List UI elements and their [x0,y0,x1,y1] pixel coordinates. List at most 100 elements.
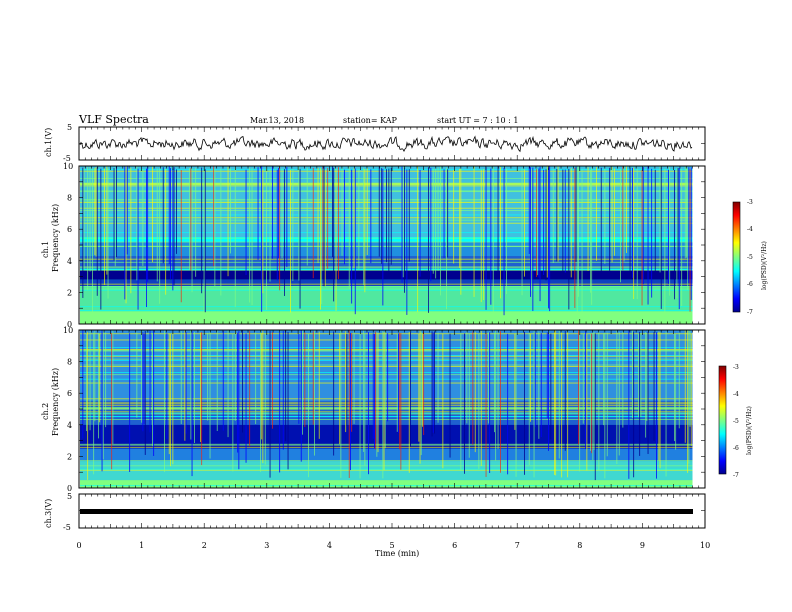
spectrogram-spike [245,333,247,463]
spectrogram-spike [272,166,273,259]
spectrogram-spike [327,168,329,269]
x-tick-label: 10 [700,541,710,550]
start-time-label: start UT = 7 : 10 : 1 [437,116,518,125]
spectrogram-spike [430,167,432,282]
spectrogram-spike [659,166,661,273]
spectrogram-spike [358,169,360,269]
spectrogram-line [80,333,693,335]
spectrogram-spike [142,332,144,432]
y-tick-label: 6 [67,225,72,234]
spectrogram-spike [586,333,588,471]
spectrogram-spike [687,168,689,291]
spectrogram-spike [99,333,101,423]
spectrogram-spike [338,166,339,280]
spectrogram-spike [129,333,131,472]
spectrogram-spike [604,332,606,479]
spectrogram-spike [561,332,563,478]
ch3-waveform-panel: 5 -5 ch.3(V) [44,492,706,532]
spectrogram-spike [100,168,102,310]
spectrogram-spike [383,332,385,471]
x-tick-label: 9 [640,541,645,550]
spectrogram-spike [534,332,536,427]
spectrogram-spike [564,169,566,273]
spectrogram-spike [568,168,570,310]
spectrogram-spike [86,333,87,432]
spectrogram-spike [400,333,402,470]
spectrogram-spike [149,330,151,433]
spectrogram-spike [104,168,105,285]
spectrogram-spike [546,332,548,419]
x-tick-label: 0 [77,541,82,550]
spectrogram-spike [606,332,608,457]
spectrogram-spike [686,167,687,258]
spectrogram-spike [622,331,624,428]
ch1-colorbar-gradient [732,201,741,313]
spectrogram-line [80,354,693,356]
spectrogram-spike [614,168,615,256]
spectrogram-spike [506,168,507,294]
spectrogram-spike [286,166,288,268]
spectrogram-spike [190,330,192,440]
spectrogram-spike [222,330,224,431]
spectrogram-spike [618,332,620,456]
spectrogram-spike [340,330,342,478]
spectrogram-spike [351,169,353,304]
spectrogram-spike [172,332,174,465]
spectrogram-spike [207,332,209,421]
spectrogram-line [80,468,693,470]
spectrogram-spike [552,169,554,264]
spectrogram-spike [156,168,158,282]
spectrogram-spike [322,166,324,271]
spectrogram-spike [173,167,175,286]
spectrogram-spike [410,332,411,447]
spectrogram-spike [269,330,271,478]
spectrogram-spike [144,331,146,455]
spectrogram-spike [227,166,229,277]
spectrogram-spike [386,169,387,263]
spectrogram-spike [642,167,644,285]
ch1-colorbar-label: log(PSD)(V²/Hz) [761,241,768,290]
spectrogram-spike [93,332,95,475]
ch1-ylabel-channel: ch.1 [41,241,50,258]
spectrogram-spike [592,333,594,461]
spectrogram-spike [514,333,516,430]
spectrogram-spike [194,331,195,443]
spectrogram-spike [189,168,191,271]
spectrogram-spike [126,166,128,255]
ch2-ylabel-channel: ch.2 [41,403,50,420]
spectrogram-spike [298,333,300,424]
spectrogram-band [80,461,693,481]
spectrogram-spike [345,331,347,433]
spectrogram-spike [432,332,434,433]
x-tick-label: 3 [264,541,269,550]
spectrogram-spike [524,331,525,475]
y-tick-label: 4 [67,421,72,430]
spectrogram-spike [633,167,635,300]
spectrogram-line [80,407,693,409]
spectrogram-spike [437,167,439,271]
spectrogram-spike [434,331,435,434]
spectrogram-spike [195,167,197,277]
spectrogram-spike [335,168,337,311]
spectrogram-spike [292,168,294,281]
spectrogram-spike [587,167,589,272]
spectrogram-spike [112,330,114,445]
ch2-cb-tick: -7 [733,472,739,479]
spectrogram-spike [640,332,642,418]
spectrogram-spike [94,168,96,256]
spectrogram-spike [474,331,476,453]
spectrogram-spike [545,169,547,281]
spectrogram-spike [312,167,314,279]
spectrogram-spike [384,330,386,449]
spectrogram-line [80,378,693,380]
ch1-ylabel: ch.1(V) [44,128,53,157]
spectrogram-spike [350,332,351,471]
spectrogram-spike [402,166,404,278]
spectrogram-spike [354,168,356,315]
spectrogram-spike [368,332,369,475]
spectrogram-spike [130,167,132,294]
spectrogram-spike [554,330,555,475]
spectrogram-band [80,480,693,488]
spectrogram-spike [276,169,278,281]
